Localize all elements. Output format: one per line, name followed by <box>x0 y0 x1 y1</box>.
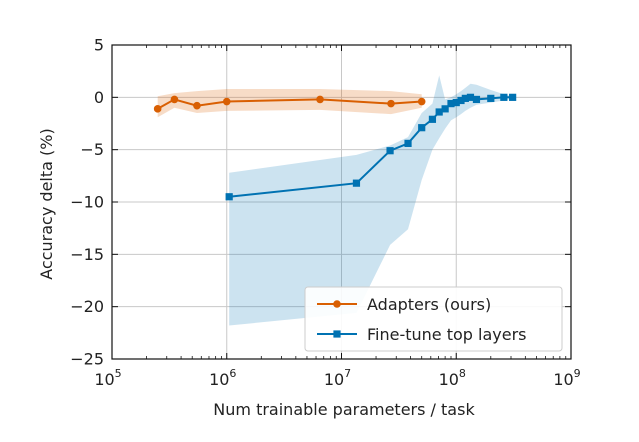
y-ticks: 5 0 −5 −10 −15 −20 −25 <box>70 36 571 369</box>
series-1-point <box>435 108 443 116</box>
series-1-point <box>428 115 437 123</box>
series-0-point <box>417 97 426 106</box>
y-tick-label: −15 <box>70 245 104 264</box>
series-0-point <box>193 101 201 110</box>
series-1-point <box>386 147 394 155</box>
y-tick-label: −20 <box>70 297 104 316</box>
y-tick-label: 5 <box>94 36 104 55</box>
legend: Adapters (ours) Fine-tune top layers <box>304 286 563 352</box>
series-1-point <box>472 95 481 104</box>
x-tick-label: 109 <box>553 367 580 389</box>
y-tick-label: −25 <box>70 350 104 369</box>
y-tick-label: −10 <box>70 193 104 212</box>
legend-label-0: Adapters (ours) <box>367 295 491 314</box>
series-0-point <box>387 99 395 108</box>
series-markers <box>153 93 517 201</box>
series-1-point <box>500 93 508 101</box>
x-axis-label: Num trainable parameters / task <box>213 400 475 419</box>
x-tick-label: 108 <box>439 367 466 389</box>
series-0-point <box>170 95 179 104</box>
series-1-point <box>418 124 426 132</box>
x-tick-label: 107 <box>324 367 351 389</box>
y-tick-label: −5 <box>80 140 104 159</box>
series-1-point <box>466 93 475 101</box>
series-1-point <box>225 193 233 201</box>
series-1-point <box>441 105 449 113</box>
confidence-bands <box>157 75 513 326</box>
legend-box <box>304 286 563 352</box>
series-1-point <box>461 94 469 102</box>
legend-label-1: Fine-tune top layers <box>367 325 527 344</box>
legend-marker-0 <box>333 300 341 308</box>
series-0-point <box>153 105 162 113</box>
x-ticks: 105 106 107 108 109 <box>94 45 581 389</box>
series-1-point <box>457 96 465 105</box>
series-0-band <box>157 89 422 118</box>
x-tick-label: 106 <box>209 367 236 389</box>
x-tick-label: 105 <box>94 367 121 389</box>
y-axis-label: Accuracy delta (%) <box>37 128 56 279</box>
series-1-band <box>229 75 513 326</box>
series-1-point <box>447 100 455 108</box>
series-0-point <box>222 97 231 106</box>
series-1-point <box>487 94 495 102</box>
series-0-point <box>316 95 324 104</box>
y-tick-label: 0 <box>94 88 104 107</box>
series-1-point <box>404 139 412 147</box>
series-1-point <box>509 93 517 101</box>
series-1-point <box>352 179 361 187</box>
legend-marker-1 <box>333 330 341 338</box>
series-1-point <box>452 98 460 107</box>
grid-lines <box>112 45 571 359</box>
